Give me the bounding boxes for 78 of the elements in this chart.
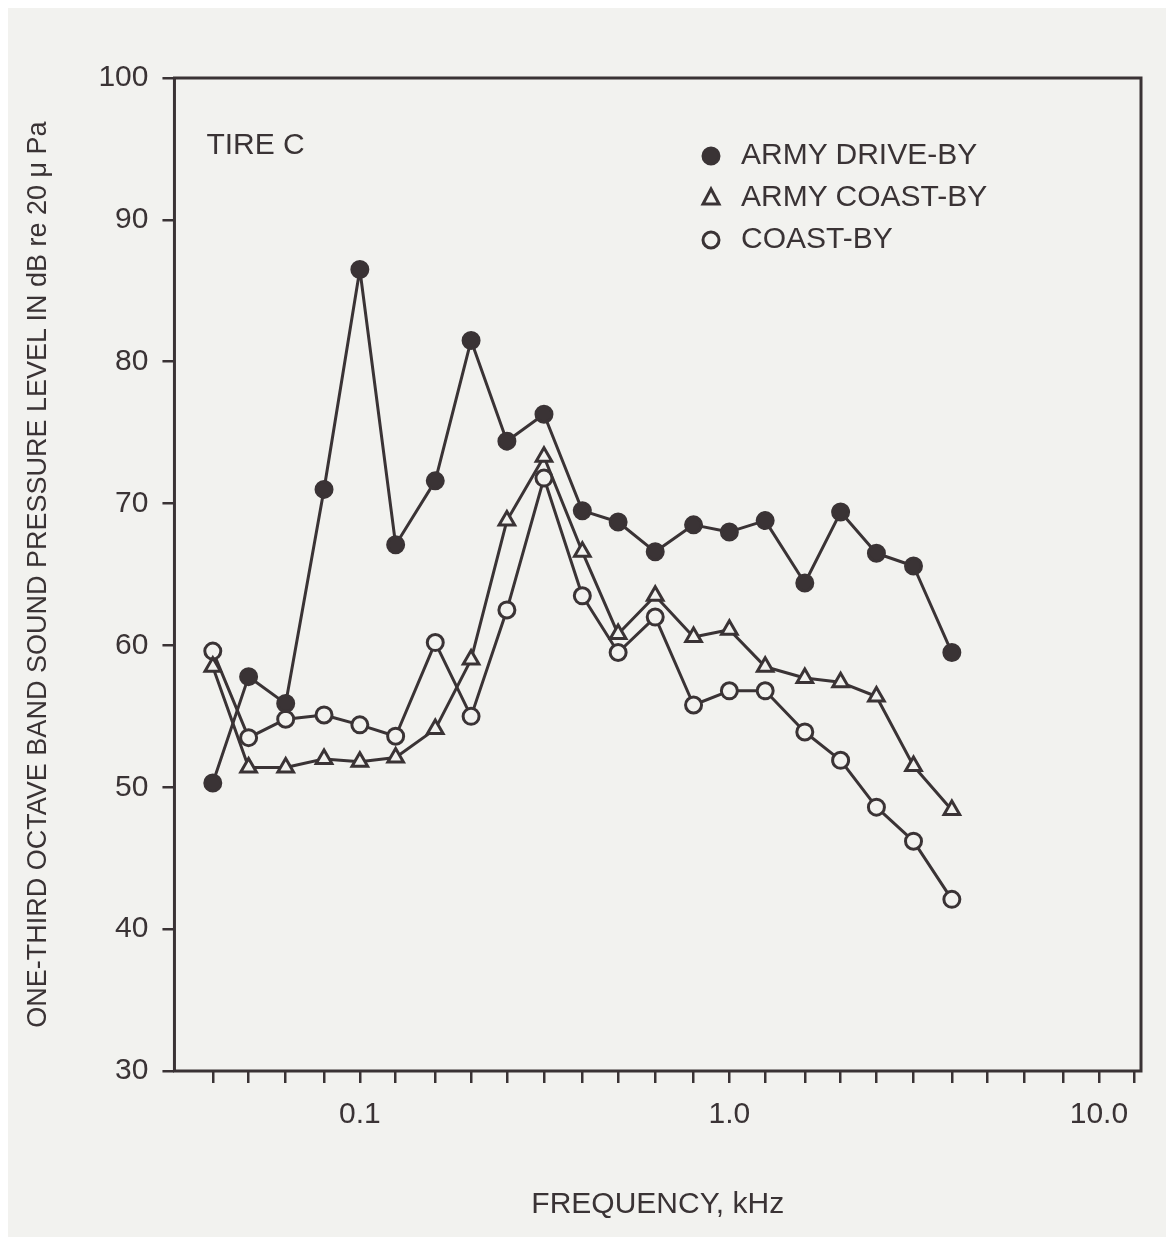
point <box>203 641 223 661</box>
point <box>276 694 296 714</box>
point <box>203 773 223 793</box>
point <box>350 751 370 768</box>
y-tick-label: 30 <box>115 1052 149 1086</box>
point <box>239 756 258 774</box>
point <box>867 686 886 703</box>
point <box>608 643 628 663</box>
point <box>497 600 517 620</box>
point <box>904 831 924 851</box>
point <box>203 656 223 673</box>
legend-label: ARMY DRIVE-BY <box>741 137 978 171</box>
point <box>831 750 851 770</box>
y-tick-label: 80 <box>115 342 149 376</box>
point <box>942 799 962 816</box>
point <box>831 502 851 522</box>
point <box>645 585 665 602</box>
point <box>386 535 406 555</box>
point <box>497 510 517 527</box>
point <box>276 709 296 729</box>
x-axis-title: FREQUENCY, kHz <box>531 1186 785 1220</box>
legend-label: ARMY COAST-BY <box>741 179 988 213</box>
point <box>573 541 592 558</box>
point <box>942 643 962 663</box>
point <box>904 755 923 773</box>
point <box>425 718 445 736</box>
point <box>314 479 334 499</box>
point <box>795 722 815 742</box>
point <box>645 607 665 627</box>
point <box>645 542 665 562</box>
point <box>719 681 739 701</box>
point <box>425 633 445 653</box>
y-axis-title: ONE-THIRD OCTAVE BAND SOUND PRESSURE LEVEL IN dB re 20 μ Pa <box>21 120 52 1028</box>
y-tick-label: 90 <box>115 201 149 235</box>
point <box>755 511 775 531</box>
point <box>755 656 775 673</box>
point <box>684 515 704 535</box>
x-tick-label: 1.0 <box>708 1096 751 1130</box>
y-tick-label: 100 <box>98 59 149 93</box>
annotation: TIRE C <box>206 127 305 161</box>
y-tick-label: 60 <box>115 626 149 660</box>
point <box>386 726 406 746</box>
point <box>866 797 886 817</box>
x-tick-label: 0.1 <box>338 1096 381 1130</box>
point <box>534 404 554 424</box>
y-tick-label: 50 <box>115 768 149 802</box>
point <box>314 748 334 765</box>
point <box>239 728 259 748</box>
point <box>350 715 370 735</box>
legend-label: COAST-BY <box>741 221 893 255</box>
point <box>386 747 405 764</box>
point <box>795 667 815 685</box>
x-tick-label: 10.0 <box>1069 1096 1129 1130</box>
point <box>904 556 924 576</box>
point <box>572 501 592 521</box>
point <box>866 543 886 563</box>
point <box>942 889 962 909</box>
point <box>350 260 370 280</box>
point <box>314 705 334 725</box>
point <box>461 649 481 666</box>
point <box>461 330 481 350</box>
point <box>608 623 628 641</box>
point <box>720 619 739 636</box>
point <box>276 756 295 774</box>
point <box>684 626 703 643</box>
y-tick-label: 40 <box>115 910 149 944</box>
point <box>755 681 775 701</box>
point <box>239 667 259 687</box>
point <box>684 695 704 715</box>
point <box>461 706 481 726</box>
point <box>608 512 628 532</box>
y-tick-label: 70 <box>115 484 149 518</box>
point <box>831 671 850 689</box>
point <box>795 573 815 593</box>
point <box>719 522 739 542</box>
point <box>572 586 592 606</box>
point <box>425 471 445 491</box>
point <box>497 431 517 451</box>
